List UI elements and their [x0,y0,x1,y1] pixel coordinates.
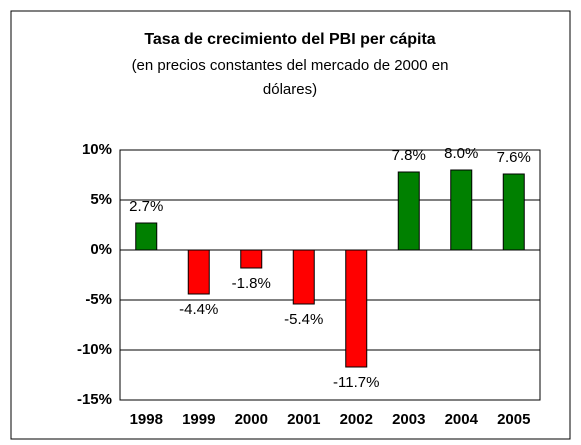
data-label: -1.8% [232,275,271,292]
y-tick-label: -15% [77,391,112,408]
data-label: 7.8% [392,147,426,164]
bar [345,249,368,368]
y-tick-label: -10% [77,341,112,358]
x-tick-label: 1998 [130,411,163,428]
bar [397,171,420,251]
chart-subtitle: dólares) [263,81,317,98]
chart-frame [10,10,571,440]
bar [187,249,210,295]
y-tick-label: 10% [82,141,112,158]
x-tick-label: 1999 [182,411,215,428]
chart-subtitle: (en precios constantes del mercado de 20… [132,57,449,74]
data-label: 8.0% [444,145,478,162]
y-tick-label: -5% [85,291,112,308]
bar [502,173,525,251]
bar [292,249,315,305]
data-label: -5.4% [284,311,323,328]
plot-area [119,149,541,401]
x-tick-label: 2005 [497,411,530,428]
x-tick-label: 2004 [445,411,479,428]
x-tick-label: 2001 [287,411,320,428]
chart-title: Tasa de crecimiento del PBI per cápita [144,31,435,48]
data-label: -4.4% [179,301,218,318]
bar [240,249,263,269]
x-tick-label: 2002 [340,411,373,428]
bar [450,169,473,251]
x-tick-label: 2000 [235,411,268,428]
data-label: 7.6% [497,149,531,166]
x-tick-label: 2003 [392,411,425,428]
y-tick-label: 5% [90,191,112,208]
data-label: -11.7% [333,374,379,391]
y-tick-label: 0% [90,241,112,258]
bar [135,222,158,251]
data-label: 2.7% [129,198,163,215]
